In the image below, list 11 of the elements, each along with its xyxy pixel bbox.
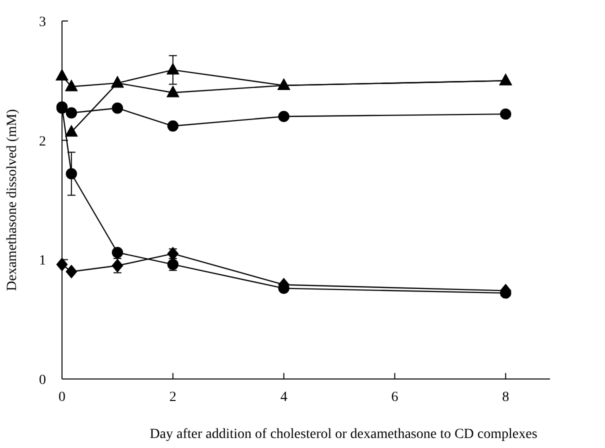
x-tick-label: 8 — [502, 390, 510, 405]
x-tick-label: 4 — [280, 390, 288, 405]
x-tick-label: 6 — [391, 390, 398, 405]
y-axis-title: Dexamethasone dissolved (mM) — [5, 108, 20, 291]
y-tick-label: 1 — [39, 254, 46, 269]
y-tick-label: 2 — [39, 134, 46, 150]
x-axis-title: Day after addition of cholesterol or dexamethasone to CD complexes — [150, 427, 538, 442]
x-tick-label: 0 — [58, 390, 66, 405]
y-tick-label: 3 — [39, 15, 46, 30]
y-tick-label: 0 — [39, 373, 46, 388]
x-tick-label: 2 — [169, 390, 176, 405]
